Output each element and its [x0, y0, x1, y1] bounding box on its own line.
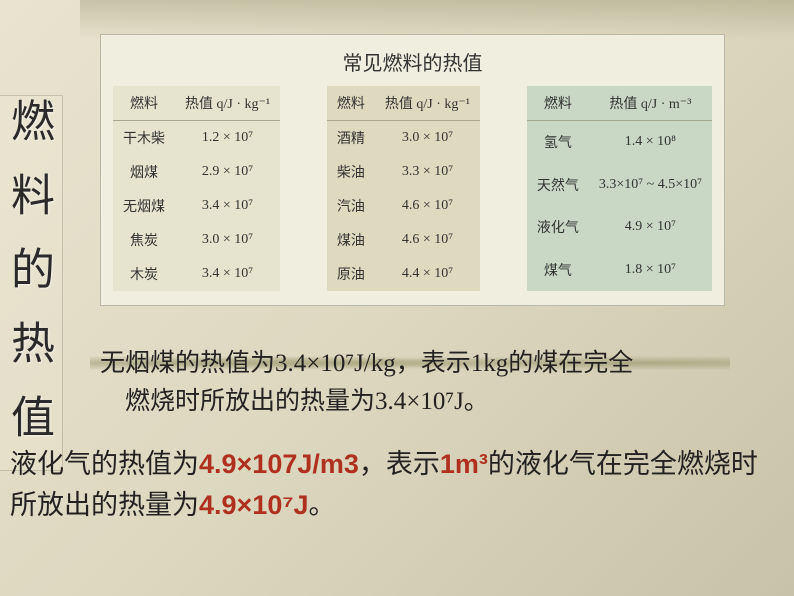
table-row: 煤油4.6 × 10⁷	[327, 223, 480, 257]
table-container: 常见燃料的热值 燃料 热值 q/J · kg⁻¹ 干木柴1.2 × 10⁷ 烟煤…	[100, 34, 725, 306]
table-title: 常见燃料的热值	[113, 43, 712, 76]
table-row: 液化气4.9 × 10⁷	[527, 206, 712, 248]
table-row: 氢气1.4 × 10⁸	[527, 121, 712, 164]
para2-highlight: 4.9×107J/m3	[199, 449, 359, 479]
col-header-fuel: 燃料	[327, 86, 375, 121]
fuel-table-liquid: 燃料 热值 q/J · kg⁻¹ 酒精3.0 × 10⁷ 柴油3.3 × 10⁷…	[327, 86, 480, 291]
tables-wrap: 燃料 热值 q/J · kg⁻¹ 干木柴1.2 × 10⁷ 烟煤2.9 × 10…	[113, 86, 712, 291]
col-header-value: 热值 q/J · m⁻³	[589, 86, 712, 121]
table-row: 烟煤2.9 × 10⁷	[113, 155, 280, 189]
table-row: 焦炭3.0 × 10⁷	[113, 223, 280, 257]
fuel-table-gas: 燃料 热值 q/J · m⁻³ 氢气1.4 × 10⁸ 天然气3.3×10⁷ ~…	[527, 86, 712, 291]
slide: 燃料的热值 常见燃料的热值 燃料 热值 q/J · kg⁻¹ 干木柴1.2 × …	[0, 0, 794, 596]
sidebar-title: 燃料的热值	[8, 95, 63, 471]
table-row: 柴油3.3 × 10⁷	[327, 155, 480, 189]
fuel-table-solid: 燃料 热值 q/J · kg⁻¹ 干木柴1.2 × 10⁷ 烟煤2.9 × 10…	[113, 86, 280, 291]
para2-highlight: 4.9×10⁷J	[199, 490, 309, 520]
table-row: 汽油4.6 × 10⁷	[327, 189, 480, 223]
para2-seg: 液化气的热值为	[10, 449, 199, 479]
table-row: 原油4.4 × 10⁷	[327, 257, 480, 291]
table-row: 木炭3.4 × 10⁷	[113, 257, 280, 291]
table-row: 天然气3.3×10⁷ ~ 4.5×10⁷	[527, 164, 712, 206]
col-header-value: 热值 q/J · kg⁻¹	[175, 86, 280, 121]
table-row: 无烟煤3.4 × 10⁷	[113, 189, 280, 223]
para2-highlight: 1m³	[440, 449, 488, 479]
table-row: 煤气1.8 × 10⁷	[527, 249, 712, 291]
para2-seg: ，表示	[359, 449, 440, 479]
table-row: 酒精3.0 × 10⁷	[327, 121, 480, 156]
para1-line1: 无烟煤的热值为3.4×10⁷J/kg，表示1kg的煤在完全	[100, 350, 633, 377]
col-header-fuel: 燃料	[527, 86, 589, 121]
table-row: 干木柴1.2 × 10⁷	[113, 121, 280, 156]
para2-seg: 。	[309, 490, 336, 520]
col-header-fuel: 燃料	[113, 86, 175, 121]
sidebar-title-text: 燃料的热值	[0, 95, 63, 471]
col-header-value: 热值 q/J · kg⁻¹	[375, 86, 480, 121]
para1-line2: 燃烧时所放出的热量为3.4×10⁷J。	[75, 383, 774, 421]
paragraph-1: 无烟煤的热值为3.4×10⁷J/kg，表示1kg的煤在完全 燃烧时所放出的热量为…	[75, 345, 774, 420]
paragraph-2: 液化气的热值为4.9×107J/m3，表示1m³的液化气在完全燃烧时所放出的热量…	[10, 444, 784, 525]
